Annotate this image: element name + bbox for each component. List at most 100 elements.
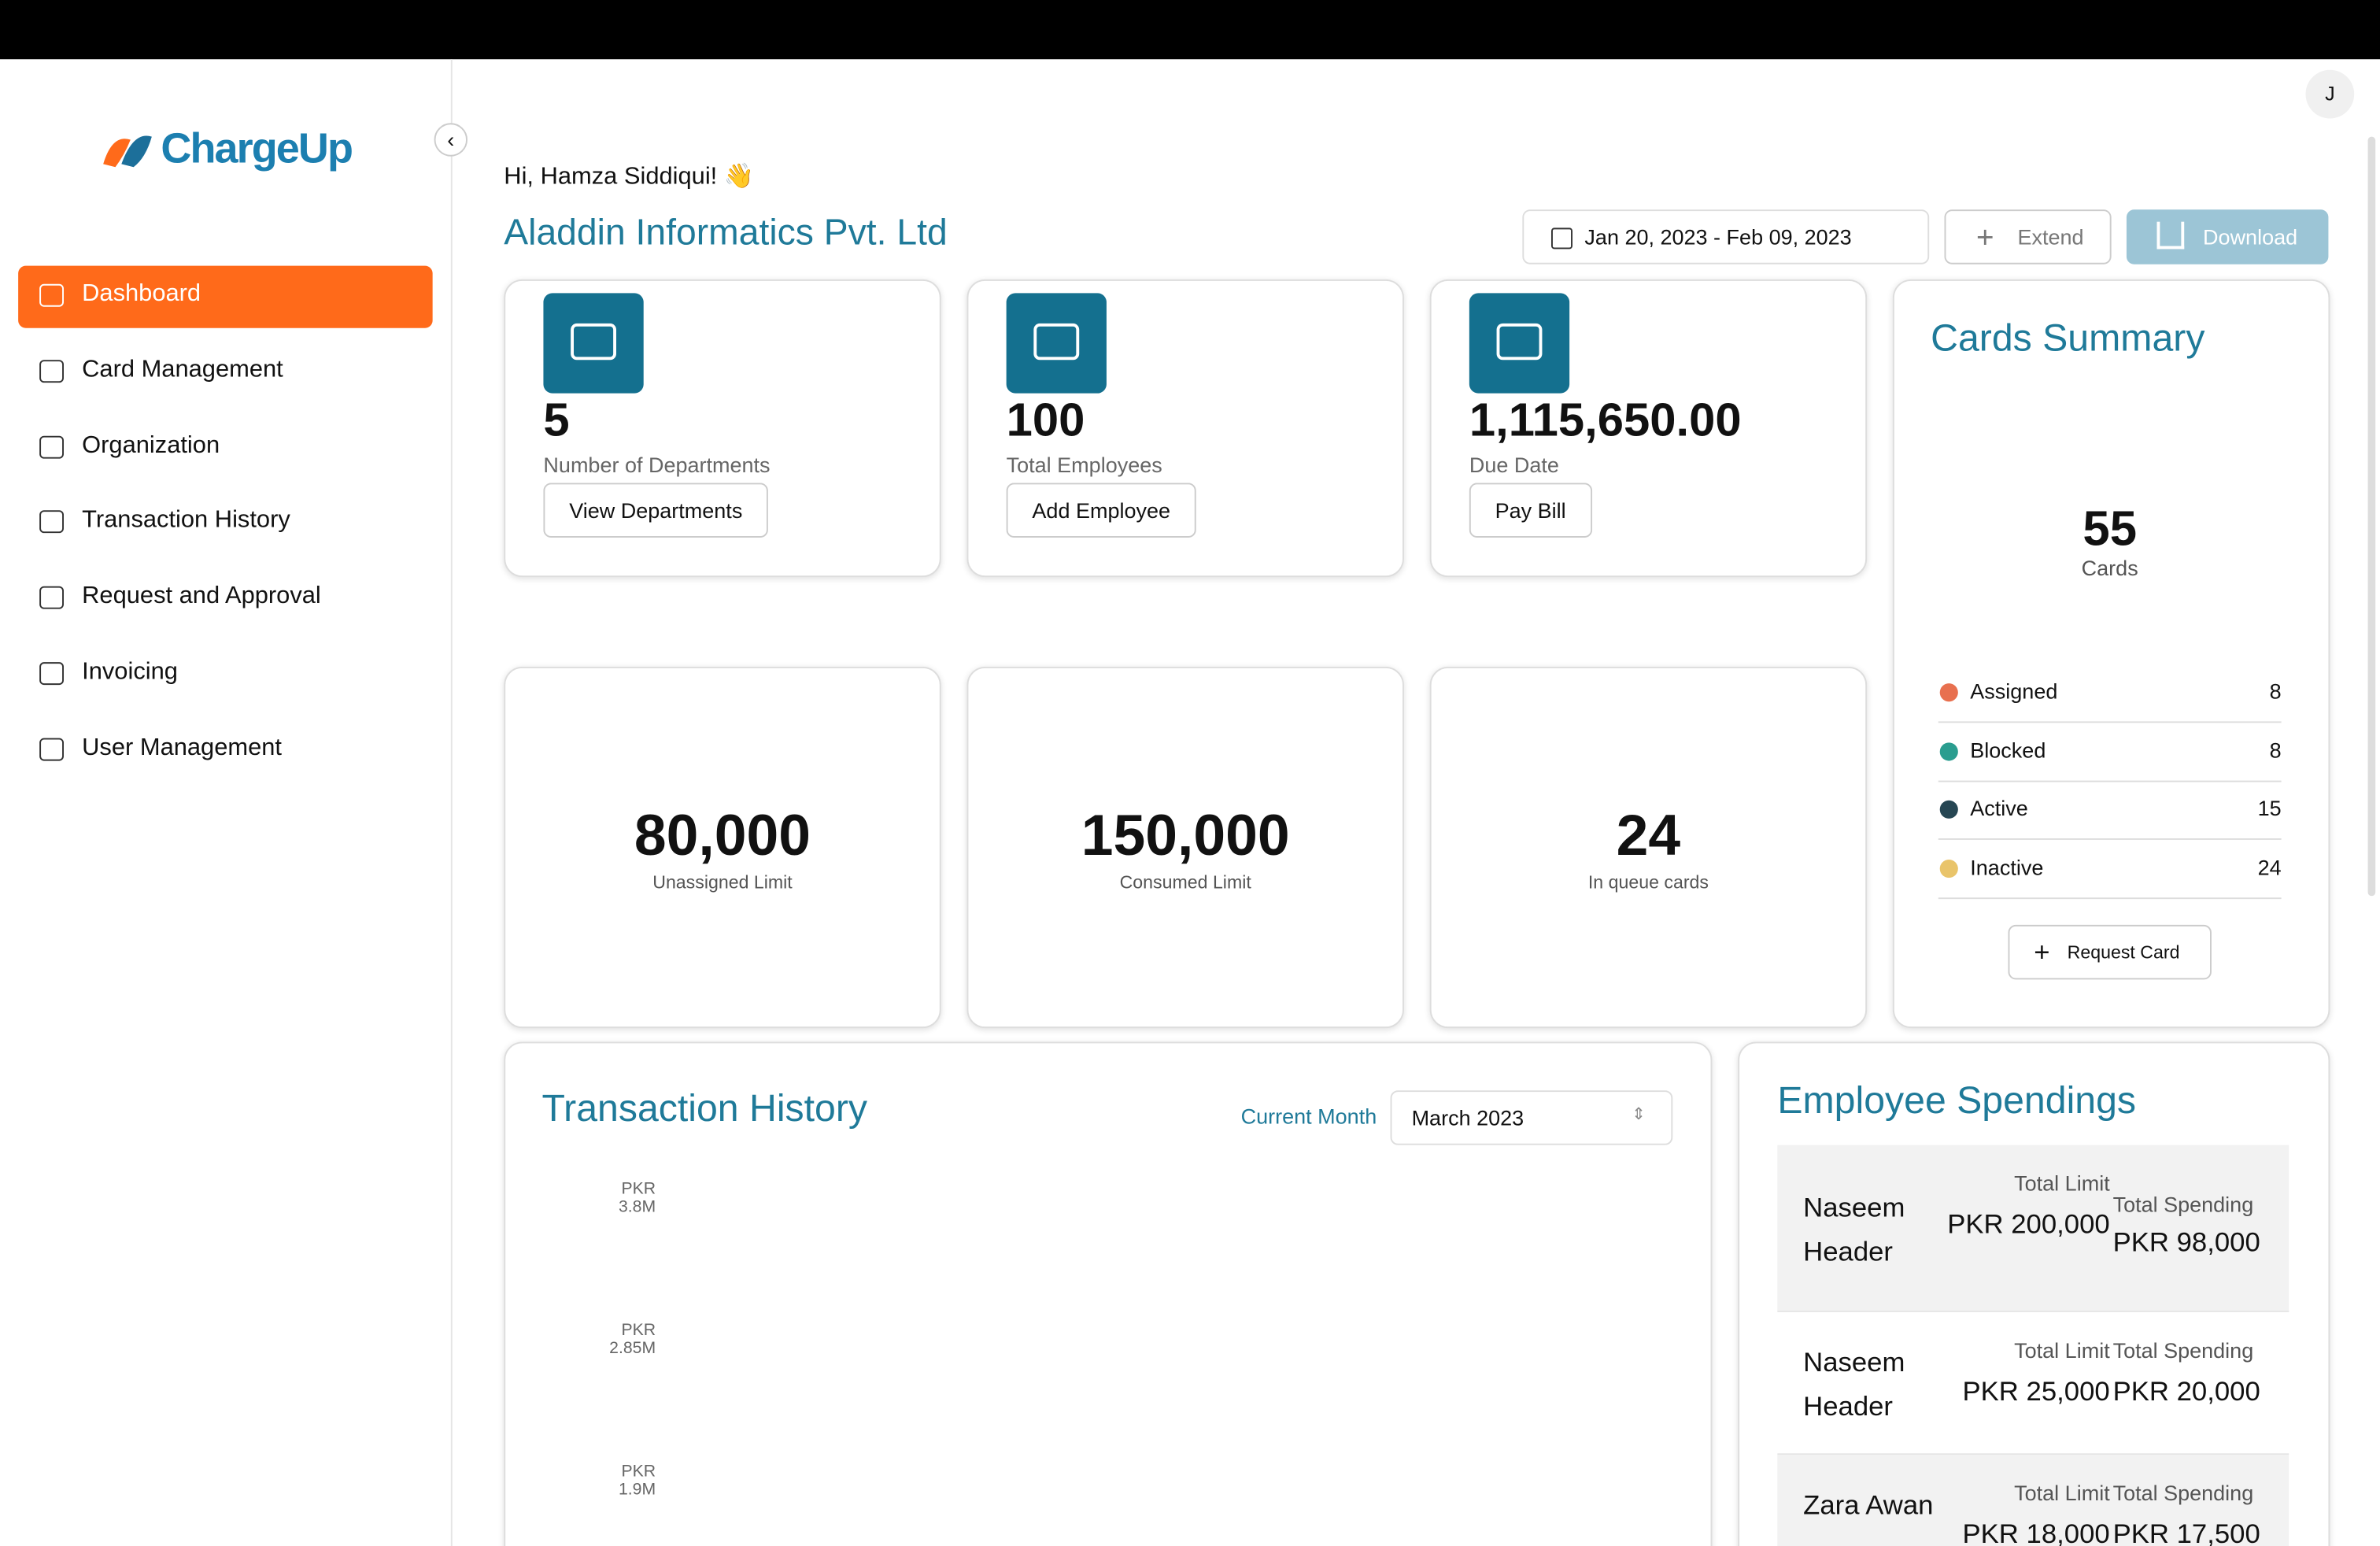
nav-icon [39, 359, 64, 383]
gauge-card [504, 666, 941, 1029]
legend-dot [1939, 683, 1958, 702]
nav-item[interactable]: Transaction History [18, 493, 432, 555]
cards-summary-card [1892, 279, 2330, 1029]
spending-label: Total Spending [2112, 1337, 2254, 1363]
y-tick-label: PKR 2.85M [609, 1321, 656, 1358]
stat-card: 1,115,650.00 Due Date Pay Bill [1429, 279, 1868, 578]
nav-label: User Management [82, 734, 282, 761]
legend-name: Inactive [1970, 854, 2044, 879]
download-button[interactable]: Download [2126, 209, 2329, 264]
avatar[interactable]: J [2305, 69, 2355, 119]
gauge-value: 150,000 [1081, 804, 1290, 869]
brand: ChargeUp [161, 124, 353, 172]
spending-value: PKR 98,000 [2112, 1226, 2260, 1258]
nav-label: Dashboard [82, 280, 201, 307]
stat-icon [543, 293, 644, 394]
plus-icon: + [2034, 937, 2050, 967]
nav-icon [39, 586, 64, 609]
nav-item[interactable]: Organization [18, 417, 432, 479]
employee-name: Naseem Header [1803, 1192, 1905, 1267]
cards-summary-title: Cards Summary [1931, 317, 2205, 361]
limit-label: Total Limit [2014, 1481, 2110, 1505]
month-select[interactable]: March 2023 ⇕ [1390, 1090, 1673, 1145]
gauge-card [1429, 666, 1868, 1029]
stat-label: Total Employees [1006, 452, 1162, 477]
legend-name: Active [1970, 795, 2028, 820]
greeting: Hi, Hamza Siddiqui! 👋 [504, 164, 755, 190]
legend-dot [1939, 859, 1958, 878]
spending-value: PKR 17,500 [2112, 1518, 2260, 1546]
spending-label: Total Spending [2112, 1192, 2254, 1217]
request-card-button[interactable]: + Request Card [2008, 924, 2212, 980]
y-tick-label: PKR 3.8M [618, 1180, 656, 1217]
y-tick-label: PKR 1.9M [618, 1462, 656, 1500]
donut-total-label: Cards [2081, 556, 2138, 580]
plus-icon: + [1975, 221, 1994, 256]
stat-icon [1006, 293, 1107, 394]
filter-label: Current Month [1240, 1104, 1377, 1129]
nav-label: Organization [82, 432, 220, 458]
extend-label: Extend [2017, 224, 2084, 250]
legend-name: Assigned [1970, 679, 2058, 704]
download-icon [2156, 221, 2185, 250]
download-label: Download [2203, 224, 2298, 250]
nav-item[interactable]: Dashboard [18, 265, 433, 328]
employee-row: Naseem Header Total Limit PKR 200,000 Total… [1777, 1145, 2289, 1312]
nav-label: Request and Approval [82, 583, 321, 609]
gauge-label: Consumed Limit [1119, 871, 1251, 893]
employee-row: Zara Awan Total Limit PKR 18,000 Total Spen… [1777, 1455, 2289, 1546]
stat-button[interactable]: Add Employee [1006, 483, 1196, 538]
nav-label: Transaction History [82, 508, 290, 534]
limit-value: PKR 200,000 [1947, 1208, 2110, 1240]
legend-value: 24 [2257, 854, 2282, 879]
limit-label: Total Limit [2014, 1337, 2110, 1363]
employee-name: Zara Awan [1803, 1489, 1934, 1521]
employee-name: Naseem Header [1803, 1347, 1905, 1422]
nav-icon [39, 662, 64, 686]
employee-title: Employee Spendings [1777, 1079, 2137, 1123]
nav-label: Card Management [82, 356, 283, 383]
nav-item[interactable]: Request and Approval [18, 568, 432, 631]
legend-value: 8 [2269, 679, 2282, 704]
stat-button[interactable]: View Departments [543, 483, 769, 538]
extend-button[interactable]: + Extend [1944, 209, 2112, 264]
nav-item[interactable]: Card Management [18, 342, 432, 404]
transaction-card [504, 1041, 1713, 1546]
gauge-value: 24 [1616, 804, 1681, 869]
sidebar [0, 59, 453, 1546]
stat-icon [1469, 293, 1570, 394]
date-picker[interactable]: Jan 20, 2023 - Feb 09, 2023 [1522, 209, 1930, 264]
donut-total: 55 [2082, 501, 2138, 557]
gauge-card [966, 666, 1404, 1029]
month-value: March 2023 [1411, 1105, 1524, 1130]
stat-card: 5 Number of Departments View Departments [504, 279, 941, 578]
icon-glyph [1496, 323, 1543, 361]
nav-item[interactable]: User Management [18, 719, 432, 782]
limit-value: PKR 25,000 [1962, 1375, 2110, 1407]
request-card-label: Request Card [2067, 941, 2180, 963]
stat-label: Number of Departments [543, 452, 771, 477]
nav-icon [39, 435, 64, 458]
nav-icon [39, 510, 64, 534]
icon-glyph [1033, 323, 1080, 361]
stat-card: 100 Total Employees Add Employee [966, 279, 1404, 578]
gauge-value: 80,000 [634, 804, 811, 869]
nav-item[interactable]: Invoicing [18, 644, 432, 706]
employee-row: Naseem Header Total Limit PKR 25,000 Total … [1777, 1311, 2289, 1455]
calendar-icon [1550, 227, 1572, 250]
legend-dot [1939, 800, 1958, 819]
spending-value: PKR 20,000 [2112, 1375, 2260, 1407]
legend-divider [1938, 721, 2282, 723]
select-caret: ⇕ [1632, 1105, 1646, 1124]
spending-label: Total Spending [2112, 1481, 2254, 1505]
stat-button[interactable]: Pay Bill [1469, 483, 1592, 538]
nav-icon [39, 283, 64, 307]
legend-name: Blocked [1970, 737, 2046, 762]
nav-icon [39, 738, 64, 761]
stat-value: 100 [1006, 393, 1085, 447]
collapse-button[interactable]: ‹ [434, 123, 468, 157]
legend-divider [1938, 897, 2282, 899]
icon-glyph [571, 323, 616, 361]
